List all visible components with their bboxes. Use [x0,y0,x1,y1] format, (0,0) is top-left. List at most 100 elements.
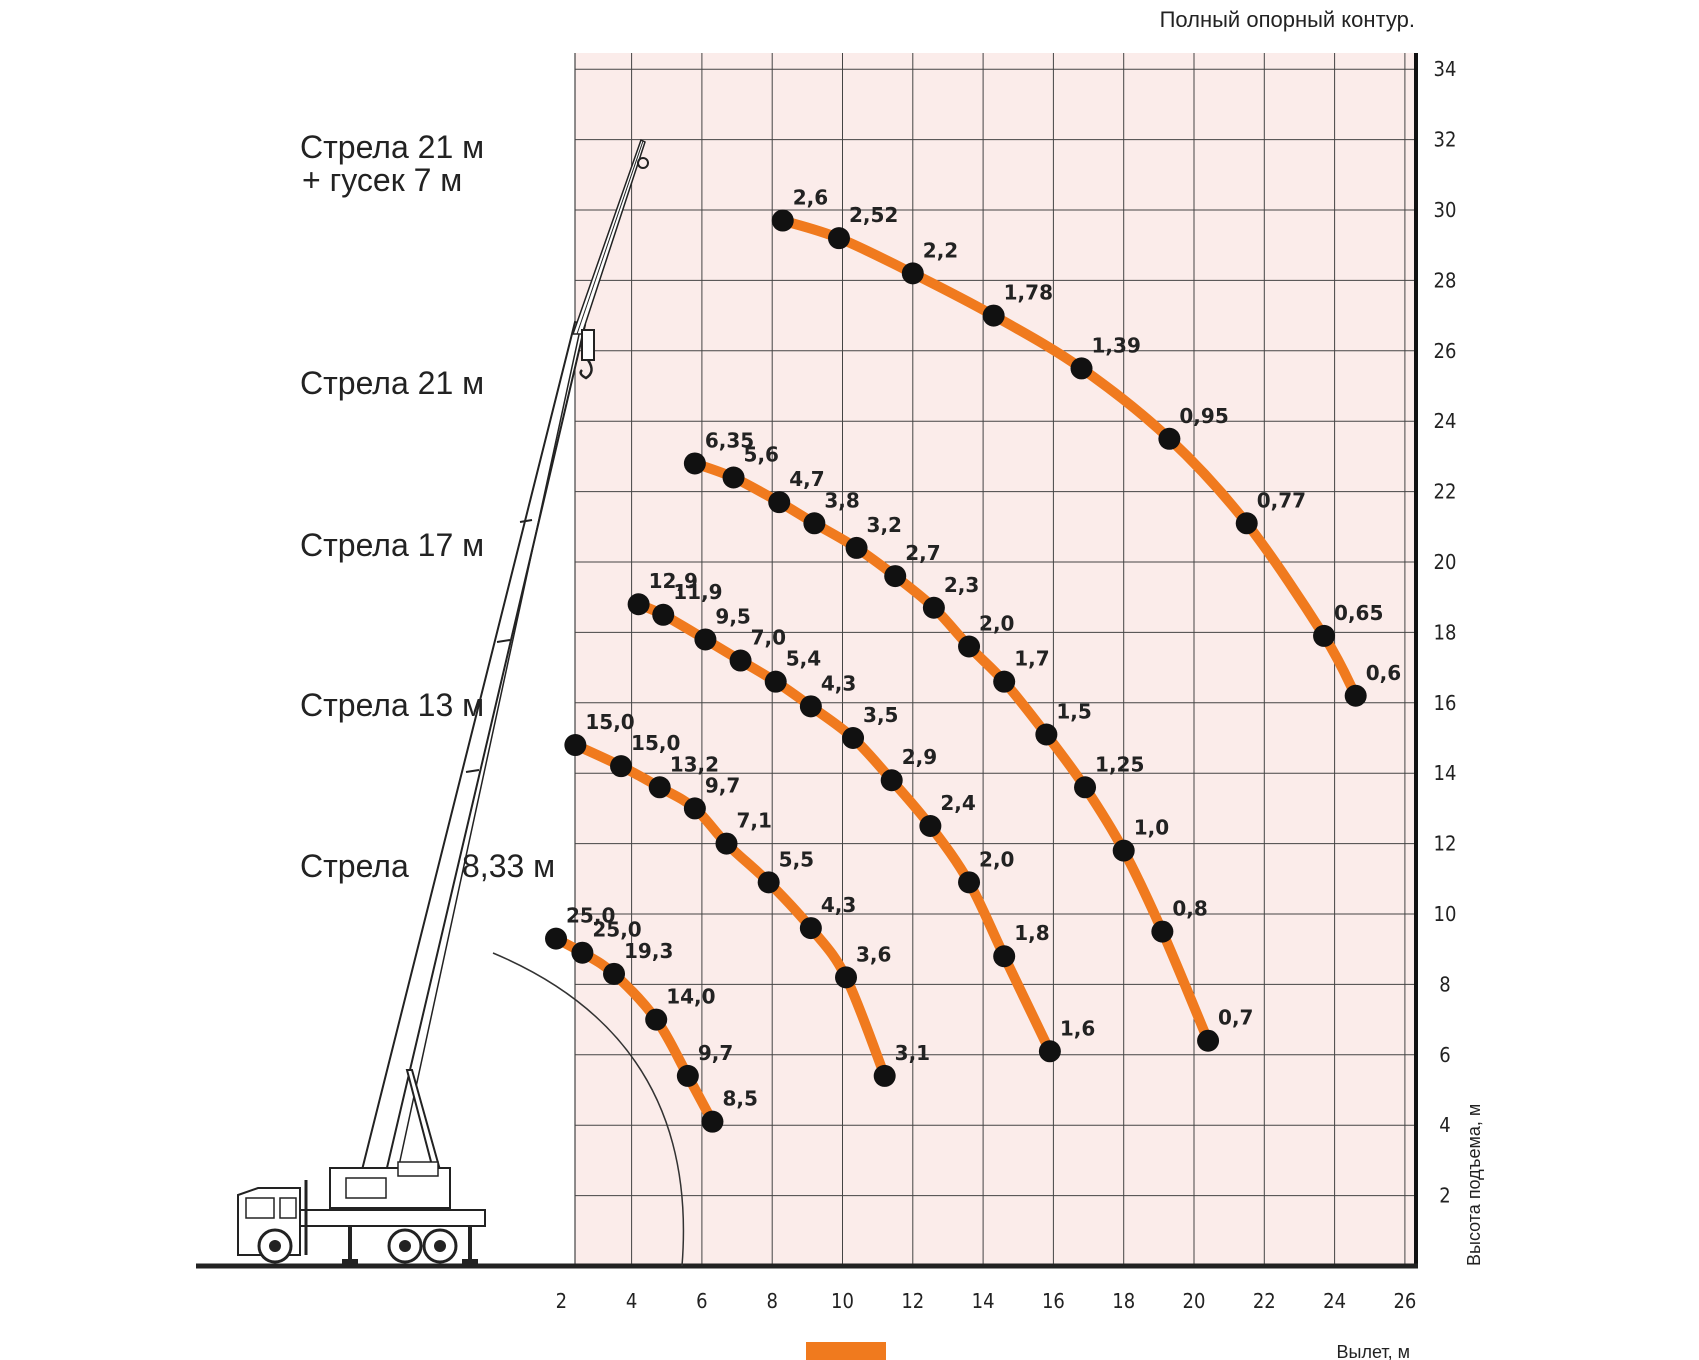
y-tick-label: 2 [1439,1184,1450,1208]
load-point [884,565,907,588]
load-point [1070,357,1093,380]
load-value-label: 7,0 [751,626,786,650]
load-value-label: 3,5 [863,703,898,727]
x-tick-label: 24 [1323,1289,1346,1313]
load-point [1074,776,1097,799]
load-point [627,593,650,616]
load-value-label: 8,5 [722,1087,757,1111]
legend-swatch [806,1342,886,1360]
x-tick-label: 6 [696,1289,707,1313]
load-value-label: 4,7 [789,467,824,491]
load-value-label: 13,2 [670,752,719,776]
load-value-label: 1,78 [1004,281,1053,305]
y-tick-label: 32 [1434,128,1457,152]
load-value-label: 0,65 [1334,601,1383,625]
load-point [1235,512,1258,535]
load-value-label: 2,3 [944,573,979,597]
x-tick-label: 12 [901,1289,924,1313]
x-axis-ticks: 2 4 6 8 10 12 14 16 18 20 22 24 26 [556,1289,1417,1313]
load-point [603,962,626,985]
load-value-label: 0,7 [1218,1006,1253,1030]
load-point [610,755,633,778]
y-tick-label: 10 [1434,902,1457,926]
boom-label-833: Стрела [300,848,409,884]
load-points [545,209,1367,1133]
crane-truck-illustration [237,138,649,1264]
load-value-label: 9,7 [698,1041,733,1065]
load-value-label: 0,8 [1172,897,1207,921]
load-point [993,945,1016,968]
load-value-label: 12,9 [649,569,698,593]
load-value-label: 1,7 [1014,647,1049,671]
y-tick-label: 18 [1434,620,1457,644]
x-tick-label: 26 [1393,1289,1416,1313]
load-value-label: 2,52 [849,203,898,227]
load-point [1158,427,1181,450]
load-point [799,917,822,940]
load-point [827,227,850,250]
boom-label-21: Стрела 21 м [300,365,484,401]
y-tick-label: 22 [1434,480,1457,504]
load-value-label: 3,8 [824,488,859,512]
tail-swing-arc [492,952,685,1267]
load-value-label: 15,0 [631,731,680,755]
load-value-label: 3,2 [867,513,902,537]
load-value-label: 1,6 [1060,1016,1095,1040]
load-labels: 25,025,019,314,09,78,515,015,013,29,77,1… [566,186,1401,1111]
x-tick-label: 18 [1112,1289,1135,1313]
load-point [1038,1040,1061,1063]
load-value-label: 4,3 [821,671,856,695]
load-point [922,596,945,619]
boom-label-21-jib: Стрела 21 м [300,129,484,165]
load-value-label: 5,6 [744,443,779,467]
load-value-label: 2,2 [923,238,958,262]
load-point [845,536,868,559]
load-point [1313,624,1336,647]
load-value-label: 19,3 [624,939,673,963]
load-value-label: 3,6 [856,942,891,966]
x-tick-label: 2 [556,1289,567,1313]
load-point [982,304,1005,327]
load-point [571,941,594,964]
boom-label-13: Стрела 13 м [300,687,484,723]
load-point [1197,1029,1220,1052]
y-tick-label: 4 [1439,1113,1450,1137]
x-axis-label: Вылет, м [1337,1342,1411,1360]
load-point [648,776,671,799]
load-value-label: 2,7 [905,541,940,565]
y-tick-label: 16 [1434,691,1457,715]
y-tick-label: 34 [1434,57,1457,81]
y-tick-label: 30 [1434,198,1457,222]
load-point [645,1008,668,1031]
load-value-label: 9,7 [705,773,740,797]
load-point [676,1064,699,1087]
y-tick-label: 12 [1434,832,1457,856]
load-value-label: 2,0 [979,611,1014,635]
load-value-label: 5,5 [779,847,814,871]
load-point [958,635,981,658]
load-point [729,649,752,672]
load-value-label: 0,95 [1179,404,1228,428]
load-point [1035,723,1058,746]
load-value-label: 1,8 [1014,921,1049,945]
load-value-label: 1,5 [1056,699,1091,723]
load-point [764,670,787,693]
load-point [683,452,706,475]
load-point [799,695,822,718]
y-tick-label: 20 [1434,550,1457,574]
load-value-label: 0,77 [1257,488,1306,512]
y-tick-label: 26 [1434,339,1457,363]
load-point [873,1064,896,1087]
load-point [564,734,587,757]
load-value-label: 3,1 [895,1041,930,1065]
y-tick-label: 28 [1434,268,1457,292]
x-tick-label: 20 [1183,1289,1206,1313]
load-point [715,832,738,855]
load-point [1344,684,1367,707]
load-point [901,262,924,285]
load-value-label: 5,4 [786,647,821,671]
load-point [771,209,794,232]
x-tick-label: 16 [1042,1289,1065,1313]
